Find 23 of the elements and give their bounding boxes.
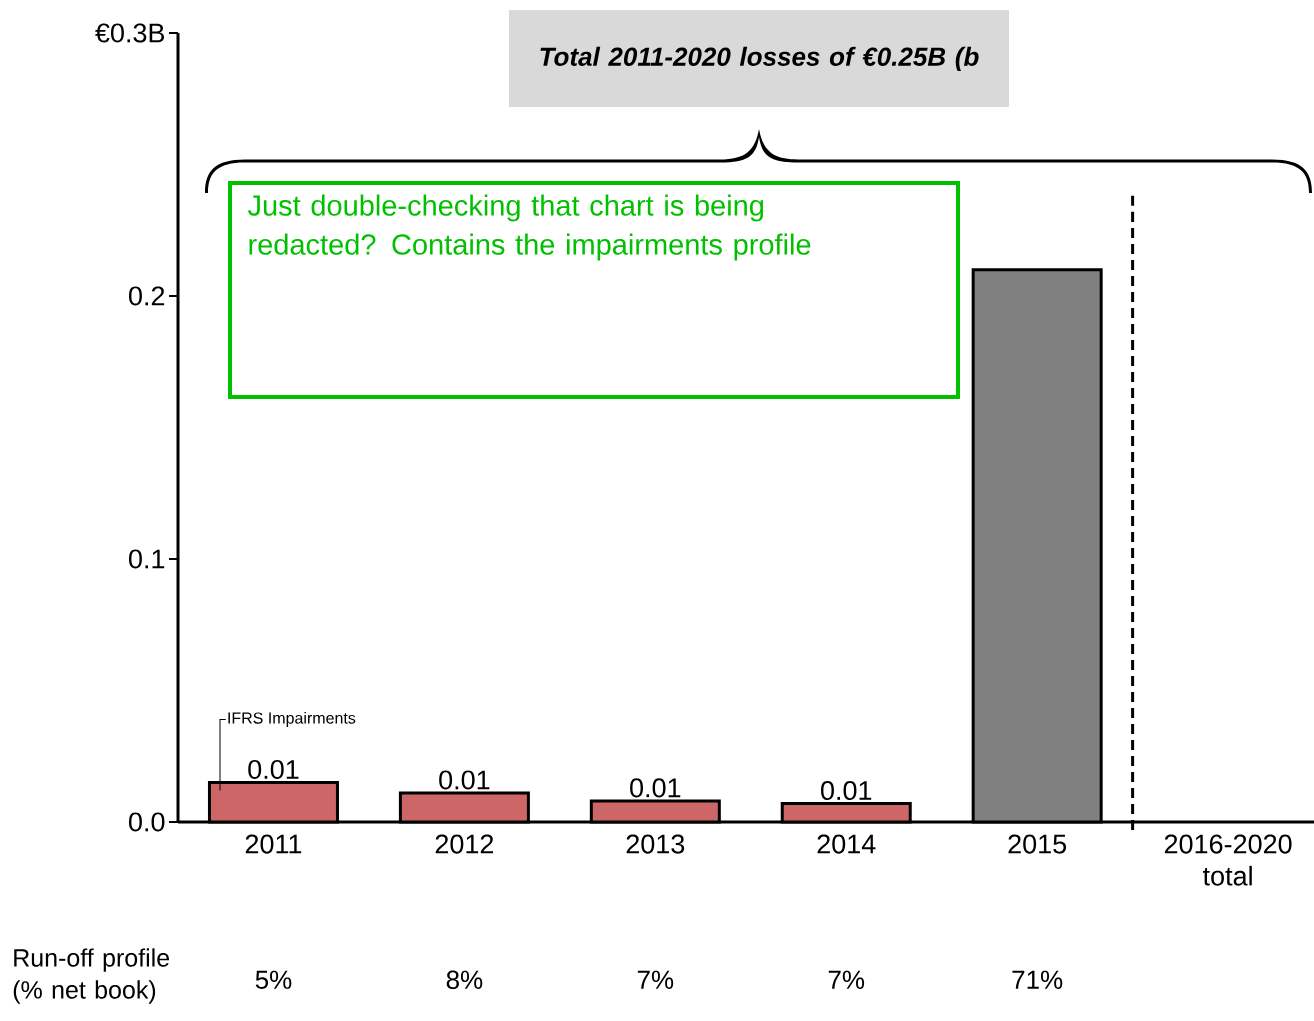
data-label: 0.01 [248,759,299,780]
annotation: Just double-checking that chart is being redacted? Contains the impairments profile [247,194,811,261]
text: 7% [828,970,865,989]
text: Total 2011-2020 losses of €0.25B (b [540,46,979,72]
data-label: 0.01 [821,780,872,801]
text: 8% [446,970,483,989]
text: 7% [637,970,674,989]
text: 71% [1012,970,1063,989]
annotation: IFRS Impairments [228,711,356,727]
x-tick-label: 2014 [817,834,876,854]
y-tick-label: 0.1 [129,549,165,569]
x-tick-label: 2012 [435,834,494,854]
y-tick-label: 0.0 [129,812,165,832]
data-label: 0.01 [439,770,490,790]
x-tick-label: 2016-2020 total [1164,834,1292,886]
text: Run-off profile (% net book) [13,948,170,1004]
y-tick-label: 0.2 [129,286,165,306]
text: 5% [255,970,292,989]
data-label: 0.01 [630,778,681,798]
x-tick-label: 2011 [245,834,302,854]
x-tick-label: 2013 [626,834,685,854]
x-tick-label: 2015 [1008,834,1067,854]
y-tick-label: €0.3B [95,23,165,43]
